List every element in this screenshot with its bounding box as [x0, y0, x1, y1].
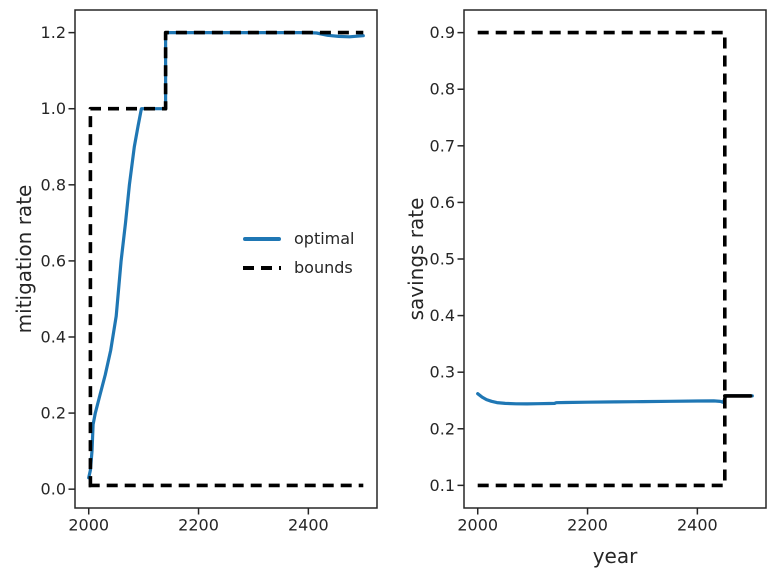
y-tick-label: 0.7	[430, 136, 455, 155]
x-tick-label: 2200	[178, 516, 219, 535]
savings-axes: 2000 2200 2400 0.1 0.2 0.3 0.4 0.5 0.6 0.7 0.8 0.9	[430, 9, 767, 535]
x-tick-label: 2400	[288, 516, 329, 535]
y-tick-label: 0.3	[430, 363, 455, 382]
y-tick-label: 0.9	[430, 23, 455, 42]
y-tick-label: 1.0	[41, 99, 66, 118]
y-tick-label: 0.4	[41, 327, 66, 346]
savings-y-ticks: 0.1 0.2 0.3 0.4 0.5 0.6 0.7 0.8 0.9	[430, 23, 464, 495]
y-tick-label: 0.0	[41, 480, 66, 499]
legend-item-optimal: optimal	[243, 229, 355, 249]
savings-optimal-line	[476, 392, 754, 406]
x-tick-label: 2400	[677, 516, 718, 535]
optimal-line-sample-icon	[243, 237, 281, 241]
mitigation-axes: 2000 2200 2400 0.0 0.2 0.4 0.6 0.8 1.0 1.2	[41, 9, 378, 535]
savings-bounds-lower-line	[477, 395, 727, 488]
y-tick-label: 0.1	[430, 476, 455, 495]
x-tick-label: 2000	[457, 516, 498, 535]
legend-label-bounds: bounds	[294, 258, 353, 278]
x-tick-label: 2000	[68, 516, 109, 535]
mitigation-plot-area	[87, 30, 365, 488]
savings-spines	[463, 9, 767, 509]
mitigation-y-axis-label-text: mitigation rate	[12, 184, 36, 334]
y-tick-label: 0.6	[430, 193, 455, 212]
y-tick-label: 0.2	[41, 404, 66, 423]
legend-item-bounds: bounds	[243, 258, 355, 278]
y-tick-label: 0.8	[430, 80, 455, 99]
mitigation-y-ticks: 0.0 0.2 0.4 0.6 0.8 1.0 1.2	[41, 23, 75, 499]
savings-plot-area	[476, 30, 754, 488]
bounds-line-sample-icon	[243, 266, 281, 270]
savings-y-axis-label-text: savings rate	[404, 197, 428, 321]
y-tick-label: 0.2	[430, 419, 455, 438]
mitigation-spines	[74, 9, 378, 509]
x-axis-label-text: year	[592, 544, 638, 568]
y-tick-label: 0.4	[430, 306, 455, 325]
savings-bounds-upper-line	[477, 30, 727, 396]
legend: optimal bounds	[243, 229, 355, 278]
y-tick-label: 0.5	[430, 250, 455, 269]
y-tick-label: 0.8	[41, 175, 66, 194]
y-tick-label: 1.2	[41, 23, 66, 42]
savings-x-ticks: 2000 2200 2400	[457, 508, 718, 535]
y-tick-label: 0.6	[41, 251, 66, 270]
legend-label-optimal: optimal	[294, 229, 355, 249]
mitigation-x-ticks: 2000 2200 2400	[68, 508, 329, 535]
x-tick-label: 2200	[567, 516, 608, 535]
